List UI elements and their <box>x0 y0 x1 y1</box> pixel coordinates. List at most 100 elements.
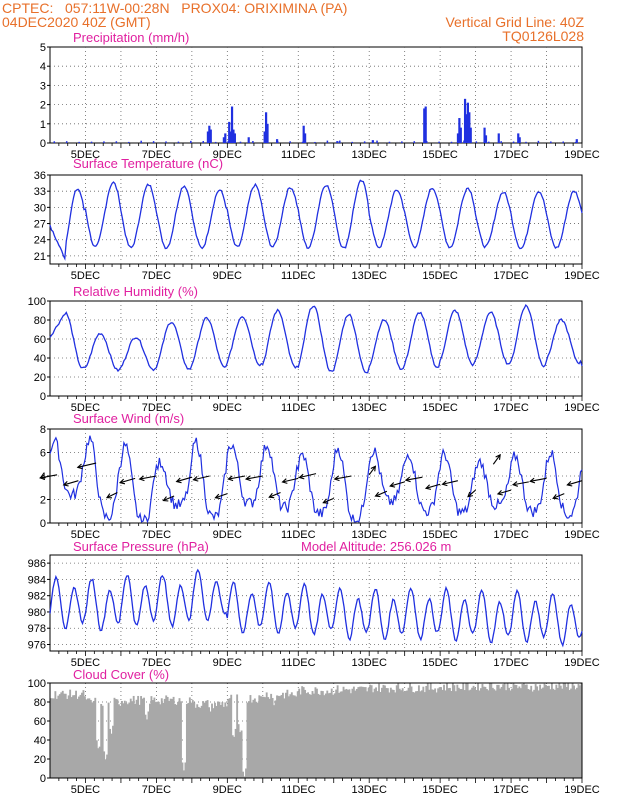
cloud-bar <box>287 696 290 778</box>
cloud-bar <box>69 689 72 778</box>
precip-bar <box>438 141 440 143</box>
cloud-bar <box>372 692 375 778</box>
cloud-bar <box>474 687 476 778</box>
pres-panel: Surface Pressure (hPa) 976 978 980 982 984 986… <box>28 539 600 669</box>
cloud-bar <box>389 687 392 778</box>
wind-arrow <box>118 477 136 485</box>
wind-arrow-head <box>268 492 275 499</box>
cloud-bar <box>568 690 571 778</box>
header-date-line: 04DEC2020 40Z (GMT) <box>2 14 151 30</box>
wind-arrow-head <box>529 477 536 484</box>
header-station-line: CPTEC: 057:11W-00:28N PROX04: ORIXIMINA … <box>2 0 348 16</box>
cloud-bar <box>264 697 267 778</box>
cloud-bar <box>511 688 513 778</box>
cloud-xtick-label: 5DEC <box>71 784 100 796</box>
cloud-bar <box>540 688 543 778</box>
precip-bar <box>275 139 279 143</box>
rh-xtick-label: 9DEC <box>213 402 242 414</box>
wind-arrow <box>39 474 58 481</box>
cloud-bar <box>370 685 373 778</box>
precip-bar <box>517 133 520 143</box>
cloud-bar <box>299 694 302 778</box>
rh-xtick-label: 7DEC <box>142 402 171 414</box>
cloud-bar <box>444 690 447 778</box>
cloud-bar <box>376 691 379 778</box>
wind-ytick-label: 6 <box>40 448 46 460</box>
cloud-bar <box>360 686 363 778</box>
wind-xtick-label: 9DEC <box>213 529 242 541</box>
cloud-bar <box>508 687 510 778</box>
cloud-xtick-label: 13DEC <box>351 784 387 796</box>
precip-bar <box>388 141 391 143</box>
cloud-bar <box>326 690 329 778</box>
cloud-bar <box>494 690 497 778</box>
cloud-bar <box>429 683 432 778</box>
cloud-bar <box>72 695 75 778</box>
wind-arrow-shaft <box>497 489 512 495</box>
cloud-bar <box>361 686 364 778</box>
cloud-bar <box>109 728 111 778</box>
wind-arrow <box>496 489 512 496</box>
cloud-bar <box>255 701 258 778</box>
precip-bar <box>469 127 472 143</box>
cloud-xtick-label: 17DEC <box>493 784 529 796</box>
cloud-bar <box>250 702 253 778</box>
header-model-code: TQ0126L028 <box>502 28 584 44</box>
pres-xtick-label: 11DEC <box>281 657 316 669</box>
cloud-bar <box>553 689 556 778</box>
cloud-bar <box>89 699 92 778</box>
cloud-bar <box>570 688 573 778</box>
wind-arrow-shaft <box>467 489 476 498</box>
cloud-bar <box>168 700 171 778</box>
rh-ytick-label: 100 <box>28 296 46 308</box>
precip-bar <box>483 127 486 143</box>
cloud-bar <box>67 695 70 778</box>
precip-bar <box>459 127 462 143</box>
wind-arrow <box>566 480 583 487</box>
precip-bar <box>371 140 374 143</box>
cloud-bar <box>274 700 277 778</box>
precip-bar <box>301 141 304 143</box>
wind-xtick-label: 11DEC <box>281 529 316 541</box>
cloud-bar <box>277 695 280 778</box>
cloud-bar <box>212 708 215 778</box>
cloud-bar <box>407 687 410 778</box>
cloud-bar <box>243 776 246 778</box>
cloud-bar <box>434 688 437 778</box>
wind-arrow <box>62 480 79 487</box>
cloud-bar <box>536 686 539 778</box>
cloud-bar <box>484 686 487 778</box>
wind-arrow <box>281 477 299 484</box>
cloud-bar <box>580 683 583 778</box>
wind-arrow-head <box>333 475 340 482</box>
cloud-bar <box>171 698 174 778</box>
temp-xtick-label: 15DEC <box>422 270 458 282</box>
precip-bar <box>475 141 478 143</box>
wind-arrow-shaft <box>282 477 299 483</box>
cloud-bar <box>542 687 544 778</box>
cloud-bar <box>73 695 76 778</box>
wind-arrow-head <box>389 482 396 488</box>
precip-bar <box>550 141 552 143</box>
wind-arrow-shaft <box>492 454 501 465</box>
cloud-bar <box>143 697 145 778</box>
precip-bar <box>450 141 453 143</box>
cloud-bar <box>153 697 156 778</box>
wind-arrow <box>138 475 157 482</box>
cloud-bar <box>200 705 203 778</box>
cloud-xtick-label: 11DEC <box>281 784 316 796</box>
cloud-bar <box>397 683 400 778</box>
temp-ytick-label: 24 <box>34 235 46 247</box>
cloud-bar <box>307 692 310 778</box>
cloud-bar <box>491 687 494 778</box>
precip-bar <box>103 141 105 143</box>
cloud-bar <box>423 692 426 778</box>
cloud-bar <box>485 688 488 778</box>
cloud-bar <box>132 695 135 778</box>
precip-xtick-label: 11DEC <box>281 149 316 161</box>
cloud-bar <box>571 683 574 778</box>
pres-xtick-label: 17DEC <box>493 657 529 669</box>
precip-bar <box>465 114 468 143</box>
temp-title: Surface Temperature (nC) <box>73 156 223 171</box>
cloud-bar <box>237 724 240 778</box>
